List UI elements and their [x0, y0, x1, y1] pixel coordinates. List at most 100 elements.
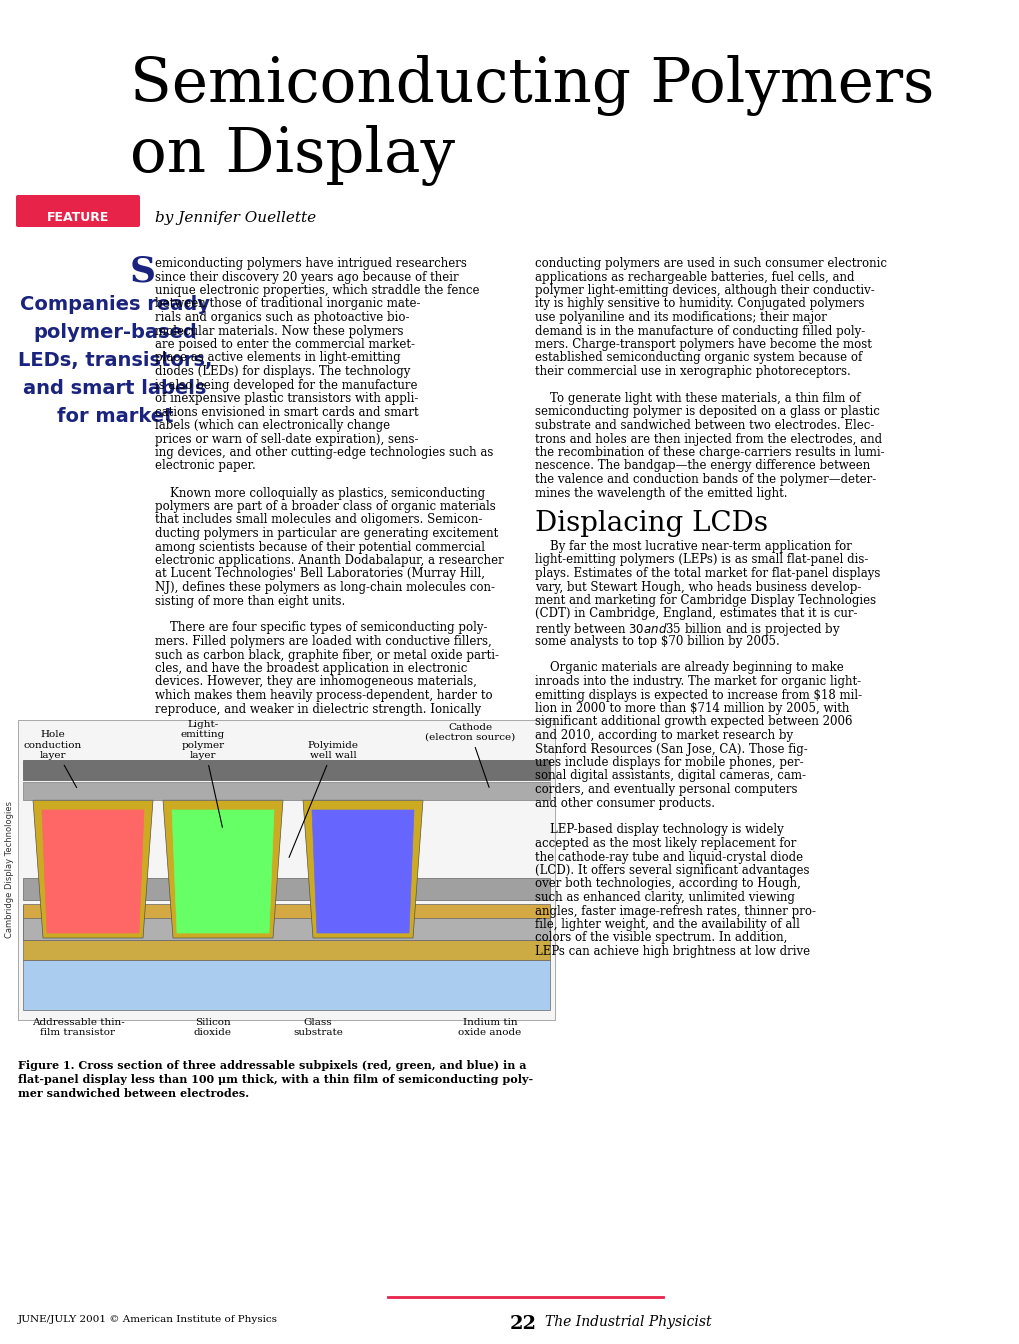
Text: LEPs can achieve high brightness at low drive: LEPs can achieve high brightness at low …: [535, 945, 809, 958]
Text: Indium tin
oxide anode: Indium tin oxide anode: [458, 1017, 521, 1038]
Text: ing devices, and other cutting-edge technologies such as: ing devices, and other cutting-edge tech…: [155, 446, 493, 460]
Text: such as carbon black, graphite fiber, or metal oxide parti-: such as carbon black, graphite fiber, or…: [155, 649, 498, 661]
Text: Cathode
(electron source): Cathode (electron source): [425, 723, 515, 788]
Text: which makes them heavily process-dependent, harder to: which makes them heavily process-depende…: [155, 689, 492, 702]
Text: ity is highly sensitive to humidity. Conjugated polymers: ity is highly sensitive to humidity. Con…: [535, 297, 864, 310]
Text: corders, and eventually personal computers: corders, and eventually personal compute…: [535, 784, 797, 796]
Text: at Lucent Technologies' Bell Laboratories (Murray Hill,: at Lucent Technologies' Bell Laboratorie…: [155, 567, 484, 581]
Text: place as active elements in light-emitting: place as active elements in light-emitti…: [155, 352, 400, 364]
Text: of inexpensive plastic transistors with appli-: of inexpensive plastic transistors with …: [155, 392, 418, 405]
Text: emitting displays is expected to increase from $18 mil-: emitting displays is expected to increas…: [535, 688, 861, 702]
Text: 22: 22: [510, 1314, 536, 1333]
Bar: [23, 759, 549, 780]
Text: nescence. The bandgap—the energy difference between: nescence. The bandgap—the energy differe…: [535, 460, 869, 473]
Text: and other consumer products.: and other consumer products.: [535, 797, 714, 809]
Text: emiconducting polymers have intrigued researchers: emiconducting polymers have intrigued re…: [155, 257, 467, 270]
Text: mers. Charge-transport polymers have become the most: mers. Charge-transport polymers have bec…: [535, 337, 871, 351]
Text: unique electronic properties, which straddle the fence: unique electronic properties, which stra…: [155, 284, 479, 297]
Bar: [23, 960, 549, 1009]
Text: JUNE/JULY 2001 © American Institute of Physics: JUNE/JULY 2001 © American Institute of P…: [18, 1314, 278, 1324]
Text: cations envisioned in smart cards and smart: cations envisioned in smart cards and sm…: [155, 406, 418, 418]
Text: the recombination of these charge-carriers results in lumi-: the recombination of these charge-carrie…: [535, 446, 883, 460]
Text: Semiconducting Polymers: Semiconducting Polymers: [129, 55, 933, 116]
Text: conducting polymers are used in such consumer electronic: conducting polymers are used in such con…: [535, 257, 887, 270]
Polygon shape: [42, 810, 144, 933]
Text: between those of traditional inorganic mate-: between those of traditional inorganic m…: [155, 297, 420, 310]
Text: labels (which can electronically change: labels (which can electronically change: [155, 419, 389, 431]
Text: file, lighter weight, and the availability of all: file, lighter weight, and the availabili…: [535, 918, 799, 931]
Text: devices. However, they are inhomogeneous materials,: devices. However, they are inhomogeneous…: [155, 676, 477, 688]
Text: is also being developed for the manufacture: is also being developed for the manufact…: [155, 379, 417, 391]
Bar: [23, 939, 549, 960]
Text: Glass
substrate: Glass substrate: [292, 1017, 342, 1038]
Text: sisting of more than eight units.: sisting of more than eight units.: [155, 594, 344, 607]
Text: diodes (LEDs) for displays. The technology: diodes (LEDs) for displays. The technolo…: [155, 366, 410, 378]
Text: prices or warn of sell-date expiration), sens-: prices or warn of sell-date expiration),…: [155, 433, 418, 445]
Text: Organic materials are already beginning to make: Organic materials are already beginning …: [535, 661, 843, 675]
Text: the valence and conduction bands of the polymer—deter-: the valence and conduction bands of the …: [535, 473, 875, 487]
Text: since their discovery 20 years ago because of their: since their discovery 20 years ago becau…: [155, 270, 459, 284]
Text: NJ), defines these polymers as long-chain molecules con-: NJ), defines these polymers as long-chai…: [155, 581, 494, 594]
Text: the cathode-ray tube and liquid-crystal diode: the cathode-ray tube and liquid-crystal …: [535, 851, 802, 863]
Text: among scientists because of their potential commercial: among scientists because of their potent…: [155, 540, 484, 554]
Text: mers. Filled polymers are loaded with conductive fillers,: mers. Filled polymers are loaded with co…: [155, 634, 491, 648]
Text: and smart labels: and smart labels: [23, 379, 207, 398]
Text: cles, and have the broadest application in electronic: cles, and have the broadest application …: [155, 663, 467, 675]
Text: demand is in the manufacture of conducting filled poly-: demand is in the manufacture of conducti…: [535, 324, 864, 337]
Text: reproduce, and weaker in dielectric strength. Ionically: reproduce, and weaker in dielectric stre…: [155, 703, 481, 715]
Text: flat-panel display less than 100 μm thick, with a thin film of semiconducting po: flat-panel display less than 100 μm thic…: [18, 1074, 533, 1085]
Text: Displacing LCDs: Displacing LCDs: [535, 509, 767, 538]
Text: Stanford Resources (San Jose, CA). Those fig-: Stanford Resources (San Jose, CA). Those…: [535, 742, 807, 755]
Text: on Display: on Display: [129, 125, 454, 185]
Text: such as enhanced clarity, unlimited viewing: such as enhanced clarity, unlimited view…: [535, 891, 794, 905]
Text: plays. Estimates of the total market for flat-panel displays: plays. Estimates of the total market for…: [535, 567, 879, 581]
Text: trons and holes are then injected from the electrodes, and: trons and holes are then injected from t…: [535, 433, 881, 445]
Text: vary, but Stewart Hough, who heads business develop-: vary, but Stewart Hough, who heads busin…: [535, 581, 860, 594]
Text: established semiconducting organic system because of: established semiconducting organic syste…: [535, 352, 861, 364]
Text: electronic paper.: electronic paper.: [155, 460, 256, 473]
Text: Cambridge Display Technologies: Cambridge Display Technologies: [5, 801, 14, 938]
Text: (CDT) in Cambridge, England, estimates that it is cur-: (CDT) in Cambridge, England, estimates t…: [535, 607, 857, 621]
Text: inroads into the industry. The market for organic light-: inroads into the industry. The market fo…: [535, 675, 860, 688]
Bar: [23, 905, 549, 922]
Text: By far the most lucrative near-term application for: By far the most lucrative near-term appl…: [535, 540, 851, 552]
Text: There are four specific types of semiconducting poly-: There are four specific types of semicon…: [155, 621, 487, 634]
Text: light-emitting polymers (LEPs) is as small flat-panel dis-: light-emitting polymers (LEPs) is as sma…: [535, 554, 867, 567]
Text: by Jennifer Ouellette: by Jennifer Ouellette: [155, 211, 316, 224]
Polygon shape: [303, 800, 423, 938]
Polygon shape: [312, 810, 414, 933]
Text: mer sandwiched between electrodes.: mer sandwiched between electrodes.: [18, 1089, 249, 1099]
Text: colors of the visible spectrum. In addition,: colors of the visible spectrum. In addit…: [535, 931, 787, 945]
Text: Companies ready: Companies ready: [20, 294, 210, 314]
Text: LEP-based display technology is widely: LEP-based display technology is widely: [535, 824, 783, 836]
Text: ment and marketing for Cambridge Display Technologies: ment and marketing for Cambridge Display…: [535, 594, 875, 607]
Text: substrate and sandwiched between two electrodes. Elec-: substrate and sandwiched between two ele…: [535, 419, 873, 431]
Text: Polyimide
well wall: Polyimide well wall: [288, 741, 358, 857]
Text: polymers are part of a broader class of organic materials: polymers are part of a broader class of …: [155, 500, 495, 513]
Text: rently between $30 and $35 billion and is projected by: rently between $30 and $35 billion and i…: [535, 621, 840, 638]
Text: for market: for market: [57, 407, 173, 426]
Text: their commercial use in xerographic photoreceptors.: their commercial use in xerographic phot…: [535, 366, 850, 378]
Text: (LCD). It offers several significant advantages: (LCD). It offers several significant adv…: [535, 864, 809, 878]
Text: use polyaniline and its modifications; their major: use polyaniline and its modifications; t…: [535, 310, 826, 324]
Text: lion in 2000 to more than $714 million by 2005, with: lion in 2000 to more than $714 million b…: [535, 702, 849, 715]
Text: over both technologies, according to Hough,: over both technologies, according to Hou…: [535, 878, 800, 891]
FancyBboxPatch shape: [16, 195, 140, 227]
Text: are poised to enter the commercial market-: are poised to enter the commercial marke…: [155, 337, 415, 351]
Text: S: S: [129, 255, 156, 289]
Text: sonal digital assistants, digital cameras, cam-: sonal digital assistants, digital camera…: [535, 770, 805, 782]
Text: The Industrial Physicist: The Industrial Physicist: [544, 1314, 711, 1329]
Text: semiconducting polymer is deposited on a glass or plastic: semiconducting polymer is deposited on a…: [535, 406, 879, 418]
Text: mines the wavelength of the emitted light.: mines the wavelength of the emitted ligh…: [535, 487, 787, 500]
Text: Figure 1. Cross section of three addressable subpixels (red, green, and blue) in: Figure 1. Cross section of three address…: [18, 1060, 526, 1071]
Text: applications as rechargeable batteries, fuel cells, and: applications as rechargeable batteries, …: [535, 270, 854, 284]
Polygon shape: [33, 800, 153, 938]
Text: Light-
emitting
polymer
layer: Light- emitting polymer layer: [180, 720, 225, 828]
Text: angles, faster image-refresh rates, thinner pro-: angles, faster image-refresh rates, thin…: [535, 905, 815, 918]
Text: Silicon
dioxide: Silicon dioxide: [194, 1017, 231, 1038]
Bar: [23, 878, 549, 900]
Text: that includes small molecules and oligomers. Semicon-: that includes small molecules and oligom…: [155, 513, 482, 527]
Polygon shape: [163, 800, 282, 938]
Text: Addressable thin-
film transistor: Addressable thin- film transistor: [32, 1017, 124, 1038]
Text: To generate light with these materials, a thin film of: To generate light with these materials, …: [535, 392, 860, 405]
